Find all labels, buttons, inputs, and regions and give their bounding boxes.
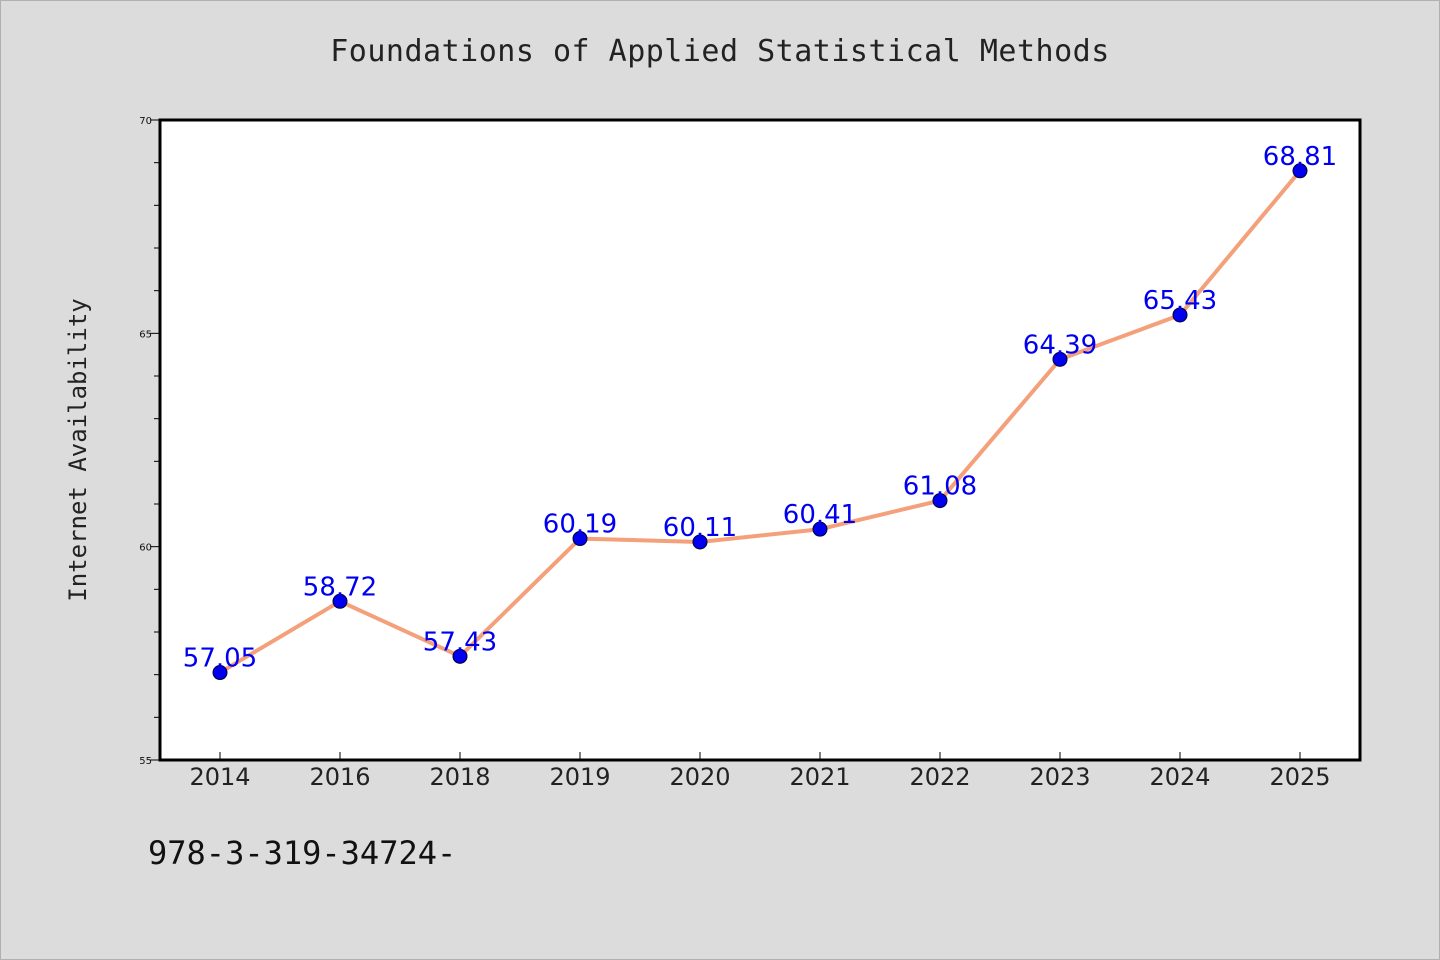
data-label: 60.11	[663, 513, 737, 543]
x-tick-label: 2021	[789, 763, 850, 791]
x-tick-label: 2016	[309, 763, 370, 791]
y-axis-label: Internet Availability	[64, 298, 92, 601]
data-point	[1052, 351, 1068, 367]
x-tick-label: 2020	[669, 763, 730, 791]
y-tick-label: 55	[139, 756, 152, 767]
data-label: 68.81	[1263, 142, 1337, 172]
chart-title: Foundations of Applied Statistical Metho…	[330, 34, 1110, 69]
plot-area	[158, 118, 1362, 762]
data-label: 61.08	[903, 472, 977, 502]
data-label: 57.05	[183, 644, 257, 674]
x-tick-label: 2024	[1149, 763, 1210, 791]
data-point	[332, 593, 348, 609]
y-tick-label: 70	[139, 116, 152, 127]
data-point	[692, 534, 708, 550]
x-tick-label: 2018	[429, 763, 490, 791]
data-point	[1292, 163, 1308, 179]
data-markers	[212, 163, 1308, 681]
data-label: 65.43	[1143, 286, 1217, 316]
isbn-text: 978-3-319-34724-	[148, 834, 457, 872]
x-tick-label: 2019	[549, 763, 610, 791]
y-tick-label: 60	[139, 543, 152, 554]
data-point	[572, 531, 588, 547]
x-tick-label: 2023	[1029, 763, 1090, 791]
data-label: 60.19	[543, 510, 617, 540]
data-point	[932, 493, 948, 509]
data-point	[812, 521, 828, 537]
y-axis: 55 60 65 70	[139, 116, 160, 767]
data-point	[212, 665, 228, 681]
y-tick-label: 65	[139, 329, 152, 340]
x-axis: 2014 2016 2018 2019 2020 2021 2022 2023 2024 2025	[189, 752, 1331, 791]
x-tick-label: 2022	[909, 763, 970, 791]
data-labels: 57.05 58.72 57.43 60.19 60.11 60.41 61.08 64.39…	[183, 142, 1337, 674]
data-label: 58.72	[303, 572, 377, 602]
data-point	[1172, 307, 1188, 323]
x-tick-label: 2025	[1269, 763, 1330, 791]
series-line	[218, 168, 1302, 675]
data-label: 57.43	[423, 627, 497, 657]
x-tick-label: 2014	[189, 763, 250, 791]
data-point	[452, 648, 468, 664]
data-label: 60.41	[783, 500, 857, 530]
data-label: 64.39	[1023, 330, 1097, 360]
